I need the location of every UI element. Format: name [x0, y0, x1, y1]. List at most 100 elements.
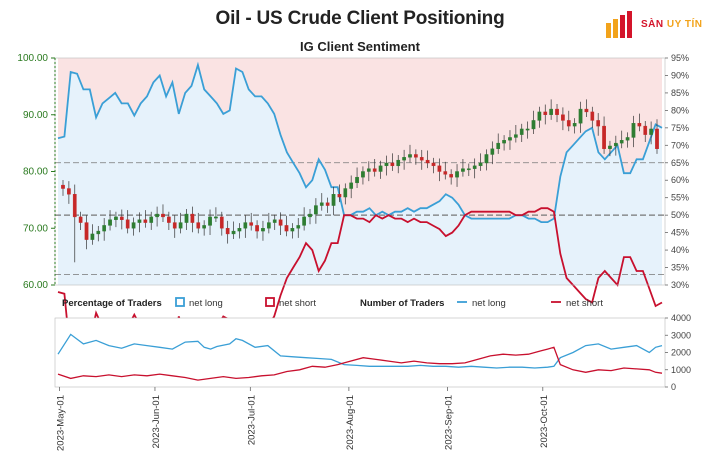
- percent-tick-label: 65%: [671, 158, 689, 168]
- candle: [278, 219, 283, 226]
- candle: [231, 230, 236, 235]
- candle: [449, 174, 454, 178]
- percent-tick-label: 80%: [671, 105, 689, 115]
- candle: [149, 216, 154, 223]
- candle: [408, 154, 412, 158]
- candle: [331, 193, 336, 206]
- net-short-traders-line: [57, 346, 663, 381]
- candle: [508, 137, 512, 141]
- candle: [531, 120, 536, 130]
- chart-logo-icon: [606, 11, 632, 38]
- candle: [619, 140, 624, 144]
- candle: [78, 216, 83, 223]
- candle: [396, 159, 401, 167]
- candle: [208, 216, 212, 226]
- candle: [361, 171, 365, 178]
- candle: [225, 228, 230, 235]
- percent-tick-label: 60%: [671, 175, 689, 185]
- candle: [196, 222, 201, 229]
- candle: [96, 230, 101, 235]
- candle: [161, 213, 165, 218]
- candle: [431, 162, 436, 167]
- candle: [325, 202, 330, 206]
- price-tick-label: 100.00: [17, 53, 48, 64]
- candle: [114, 216, 118, 220]
- candle: [466, 168, 471, 171]
- candle: [155, 213, 159, 218]
- percent-tick-label: 75%: [671, 123, 689, 133]
- legend-number-title: Number of Traders: [360, 298, 444, 309]
- candle: [90, 233, 95, 240]
- price-tick-label: 80.00: [23, 167, 48, 178]
- traders-tick-label: 3000: [671, 330, 691, 340]
- candle: [425, 159, 430, 164]
- candle: [261, 228, 265, 232]
- candle: [131, 222, 136, 229]
- candle: [643, 125, 648, 135]
- candle: [219, 216, 224, 229]
- candle: [319, 202, 324, 206]
- candle: [549, 108, 553, 115]
- percent-tick-label: 50%: [671, 210, 689, 220]
- candle: [137, 219, 142, 223]
- candle: [402, 157, 406, 161]
- candle: [590, 111, 595, 121]
- percent-tick-label: 35%: [671, 263, 689, 273]
- legend-net-long-label: net long: [189, 298, 223, 309]
- brand-name-part1: SÀN: [641, 19, 667, 30]
- candle: [108, 219, 112, 226]
- candle: [337, 193, 342, 198]
- candle: [490, 148, 495, 155]
- net-short-zone: [58, 58, 662, 223]
- traders-tick-label: 2000: [671, 348, 691, 358]
- candle: [390, 162, 395, 167]
- candle: [461, 168, 465, 172]
- candle: [243, 222, 248, 229]
- candle: [655, 128, 659, 149]
- candle: [384, 162, 389, 167]
- candle: [343, 188, 348, 198]
- date-label: 2023-Jun-01: [151, 395, 162, 448]
- candle: [202, 225, 206, 229]
- candle: [572, 123, 577, 127]
- candle: [249, 222, 254, 226]
- legend-number-short-label: net short: [566, 298, 603, 309]
- percent-tick-label: 85%: [671, 88, 689, 98]
- candle: [596, 120, 601, 127]
- candle: [602, 125, 606, 149]
- brand-logo[interactable]: SÀN UY TÍN: [604, 10, 714, 40]
- date-label: 2023-Jul-01: [246, 395, 257, 445]
- candle: [72, 193, 77, 218]
- candle: [308, 213, 312, 218]
- candle: [290, 228, 295, 232]
- candle: [519, 128, 524, 135]
- candle: [443, 171, 448, 175]
- percent-tick-label: 40%: [671, 245, 689, 255]
- candle: [190, 213, 195, 223]
- net-long-percent-line: [57, 61, 663, 224]
- candle: [378, 165, 383, 172]
- candle: [555, 108, 559, 115]
- candle: [272, 219, 277, 223]
- candle: [649, 128, 653, 135]
- candle: [484, 154, 489, 164]
- candle: [372, 168, 377, 172]
- candle: [631, 123, 636, 138]
- candle: [584, 108, 589, 113]
- candle: [637, 123, 642, 127]
- candle: [167, 216, 171, 223]
- price-tick-label: 60.00: [23, 280, 48, 291]
- candle: [102, 225, 107, 232]
- traders-tick-label: 0: [671, 382, 676, 392]
- net-long-traders-line: [57, 333, 663, 369]
- candle: [143, 219, 148, 223]
- date-label: 2023-May-01: [56, 395, 67, 451]
- candle: [419, 157, 424, 161]
- candle: [184, 213, 189, 223]
- candle: [455, 171, 459, 178]
- candle: [414, 154, 418, 158]
- legend-net-short-label: net short: [279, 298, 316, 309]
- percent-tick-label: 90%: [671, 70, 689, 80]
- candle: [537, 111, 542, 121]
- candle: [514, 134, 518, 138]
